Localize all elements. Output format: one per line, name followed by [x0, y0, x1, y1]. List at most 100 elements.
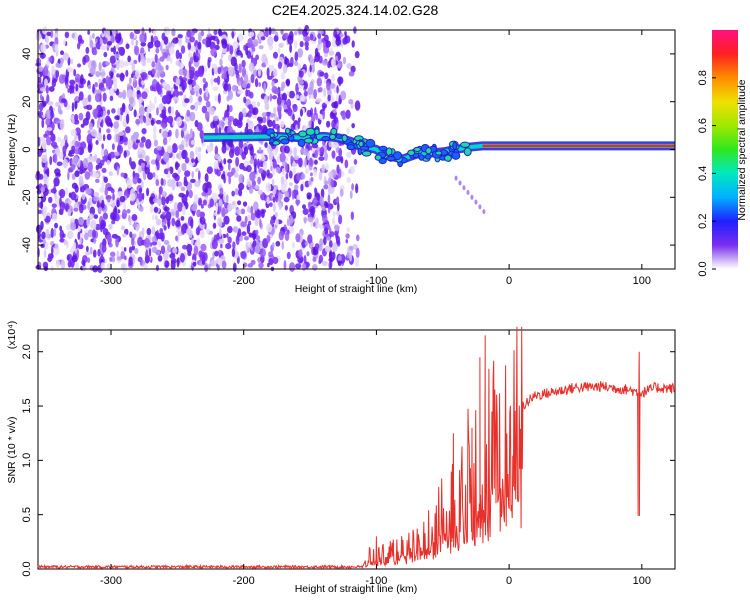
noise-speckle: [241, 231, 247, 236]
spectrogram-y-tick-label: 20: [21, 96, 33, 108]
noise-speckle: [236, 215, 242, 222]
noise-speckle: [273, 35, 279, 42]
snr-frame: [37, 329, 676, 570]
noise-speckle: [101, 244, 107, 253]
signal-blob: [444, 154, 452, 162]
noise-speckle: [218, 205, 222, 213]
noise-speckle: [70, 129, 77, 137]
noise-speckle: [167, 194, 174, 202]
noise-speckle: [151, 68, 156, 75]
noise-speckle: [314, 187, 317, 194]
noise-speckle: [191, 205, 198, 211]
spectrogram-y-ticks: -40 -20 0 20 40: [21, 48, 675, 253]
noise-speckle: [210, 35, 216, 41]
noise-speckle: [108, 87, 115, 97]
noise-speckle: [324, 151, 328, 161]
signal-blob: [359, 145, 370, 151]
noise-speckle: [231, 248, 236, 258]
noise-speckle: [332, 217, 336, 226]
noise-speckle: [246, 83, 251, 89]
noise-speckle: [355, 183, 359, 194]
noise-speckle: [75, 95, 79, 101]
noise-speckle: [278, 230, 284, 241]
noise-speckle: [45, 136, 52, 146]
noise-speckle: [192, 261, 197, 267]
noise-speckle: [195, 49, 199, 57]
noise-speckle: [181, 80, 187, 91]
noise-speckle: [204, 264, 208, 272]
noise-speckle: [134, 29, 141, 35]
noise-speckle: [153, 206, 159, 213]
noise-speckle: [42, 114, 46, 119]
noise-speckle: [319, 146, 325, 156]
noise-speckle: [233, 172, 239, 178]
spectrogram-y-tick-label: 0: [21, 146, 33, 152]
noise-speckle: [340, 156, 344, 164]
noise-speckle: [147, 41, 154, 49]
noise-speckle: [127, 139, 133, 149]
noise-speckle: [60, 50, 65, 56]
noise-speckle: [346, 127, 350, 134]
noise-speckle: [101, 199, 105, 209]
noise-speckle: [154, 53, 158, 64]
noise-speckle: [177, 168, 182, 174]
noise-speckle: [326, 236, 331, 241]
noise-speckle: [247, 205, 251, 213]
noise-speckle: [43, 265, 49, 271]
noise-speckle: [329, 231, 335, 237]
noise-speckle: [74, 184, 79, 193]
noise-speckle: [86, 217, 91, 227]
snr-y-tick-label: 0.0: [21, 561, 33, 576]
spectrogram-y-tick-label: -20: [21, 189, 33, 205]
noise-speckle: [38, 233, 42, 238]
noise-speckle: [279, 152, 286, 163]
spectrogram-signal-track: [203, 126, 675, 215]
noise-speckle: [120, 251, 126, 260]
noise-speckle: [156, 249, 161, 256]
noise-speckle: [106, 109, 111, 116]
noise-speckle: [37, 110, 44, 117]
noise-speckle: [290, 155, 294, 164]
noise-speckle: [273, 106, 277, 115]
noise-speckle: [178, 91, 184, 96]
noise-speckle: [117, 144, 123, 155]
noise-speckle: [295, 263, 302, 269]
noise-speckle: [188, 189, 193, 199]
signal-streak: [462, 185, 466, 191]
noise-speckle: [228, 174, 232, 185]
signal-blob: [305, 127, 316, 136]
noise-speckle: [190, 238, 194, 245]
noise-speckle: [177, 201, 183, 212]
noise-speckle: [101, 179, 105, 189]
noise-speckle: [148, 247, 152, 257]
noise-speckle: [198, 250, 203, 258]
snr-y-tick-label: 1.5: [21, 398, 33, 413]
noise-speckle: [231, 84, 238, 92]
snr-panel: -300 -200 -100 0 100 0.0 0.5 1.0 1.5 2.0 Height …: [6, 321, 676, 595]
noise-speckle: [319, 195, 324, 206]
noise-speckle: [95, 38, 98, 44]
noise-speckle: [268, 251, 274, 258]
noise-speckle: [174, 161, 179, 171]
noise-speckle: [146, 187, 150, 197]
noise-speckle: [175, 209, 180, 219]
noise-speckle: [190, 31, 195, 36]
noise-speckle: [128, 77, 132, 85]
noise-speckle: [117, 47, 123, 52]
noise-speckle: [115, 237, 119, 248]
noise-speckle: [180, 186, 186, 192]
noise-speckle: [299, 94, 306, 102]
noise-speckle: [190, 178, 196, 184]
noise-speckle: [356, 234, 360, 242]
noise-speckle: [313, 88, 318, 100]
noise-speckle: [280, 120, 285, 128]
noise-speckle: [274, 211, 278, 218]
noise-speckle: [227, 162, 231, 171]
noise-speckle: [141, 192, 145, 200]
noise-speckle: [304, 241, 309, 246]
noise-speckle: [70, 164, 76, 171]
noise-speckle: [53, 184, 56, 195]
noise-speckle: [304, 157, 307, 168]
noise-speckle: [116, 199, 120, 208]
noise-speckle: [160, 195, 166, 206]
